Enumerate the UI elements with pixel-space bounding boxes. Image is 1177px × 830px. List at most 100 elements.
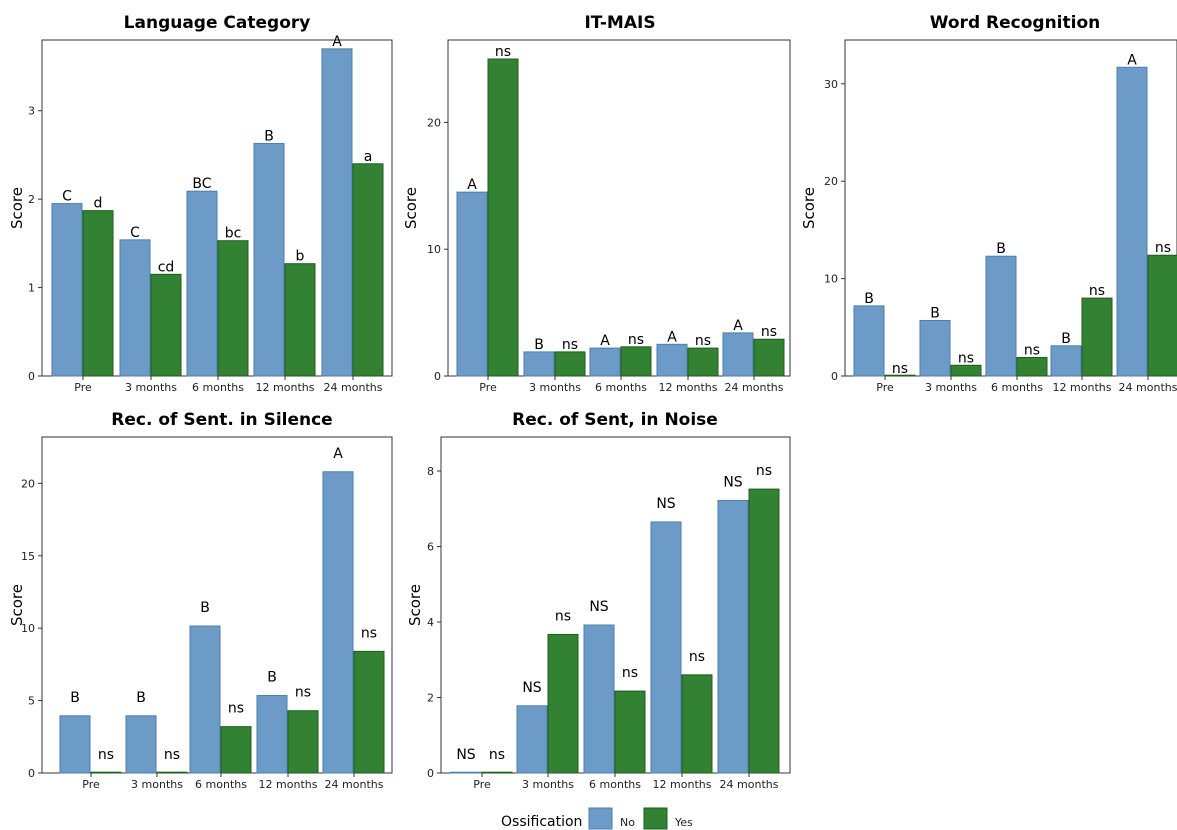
bar-yes-6-months bbox=[217, 240, 249, 377]
y-tick-label: 3 bbox=[28, 105, 35, 118]
data-label: ns bbox=[892, 361, 908, 377]
x-tick-label: Pre bbox=[74, 381, 92, 394]
x-tick-label: 3 months bbox=[131, 778, 183, 791]
data-label: B bbox=[136, 690, 146, 706]
bar-yes-6-months bbox=[220, 726, 252, 774]
bar-yes-3-months bbox=[547, 633, 579, 774]
data-label: ns bbox=[622, 665, 638, 681]
chart-panel-language-category: Language Category Score 0 1 2 3 C d Pre Ccd 3 mont… bbox=[8, 13, 393, 394]
x-tick-label: 12 months bbox=[256, 381, 315, 394]
y-tick-label: 0 bbox=[28, 767, 35, 780]
bar-yes-24-months bbox=[753, 338, 785, 377]
bar-yes-pre bbox=[90, 771, 122, 774]
y-tick-label: 10 bbox=[427, 243, 441, 256]
y-axis-label: Score bbox=[8, 187, 26, 229]
y-tick-label: 5 bbox=[28, 695, 35, 708]
data-label: ns bbox=[361, 625, 377, 641]
x-tick-label: 12 months bbox=[653, 778, 712, 791]
x-tick-label: 24 months bbox=[1119, 381, 1177, 394]
data-label: ns bbox=[756, 463, 772, 479]
chart-title: Language Category bbox=[124, 13, 311, 33]
bar-yes-3-months bbox=[554, 351, 586, 377]
data-label: ns bbox=[689, 649, 705, 665]
bar-no-12-months bbox=[656, 343, 688, 377]
bar-no-3-months bbox=[516, 705, 548, 774]
x-tick-label: 12 months bbox=[1053, 381, 1112, 394]
data-label: NS bbox=[589, 599, 608, 615]
chart-title: Word Recognition bbox=[930, 13, 1101, 33]
data-label: ns bbox=[958, 350, 974, 366]
bar-no-pre bbox=[456, 191, 488, 377]
x-tick-label: 3 months bbox=[529, 381, 581, 394]
bar-yes-pre bbox=[487, 58, 519, 377]
data-label: ns bbox=[628, 332, 644, 348]
y-tick-label: 4 bbox=[427, 616, 434, 629]
data-label: ns bbox=[495, 44, 511, 60]
bar-no-12-months bbox=[253, 142, 285, 377]
y-tick-label: 6 bbox=[427, 540, 434, 553]
data-label: B bbox=[1061, 331, 1071, 347]
bar-yes-12-months bbox=[681, 674, 713, 774]
legend-label-yes: Yes bbox=[674, 816, 693, 829]
data-label: ns bbox=[761, 324, 777, 340]
chart-title: Rec. of Sent. in Silence bbox=[111, 410, 332, 430]
y-tick-label: 30 bbox=[824, 78, 838, 91]
y-tick-label: 2 bbox=[427, 691, 434, 704]
bar-no-6-months bbox=[985, 255, 1017, 377]
data-label: ns bbox=[1089, 283, 1105, 299]
bar-no-12-months bbox=[1050, 345, 1082, 377]
legend: Ossification No Yes bbox=[501, 807, 693, 830]
data-label: C bbox=[130, 225, 140, 241]
y-tick-label: 15 bbox=[21, 550, 35, 563]
x-tick-label: 24 months bbox=[720, 778, 779, 791]
bar-yes-12-months bbox=[284, 263, 316, 377]
data-label: C bbox=[62, 189, 72, 205]
legend-label-no: No bbox=[620, 816, 635, 829]
data-label: A bbox=[332, 34, 342, 50]
bar-yes-3-months bbox=[150, 273, 182, 377]
chart-title: Rec. of Sent, in Noise bbox=[512, 410, 718, 430]
bar-no-6-months bbox=[589, 347, 621, 377]
data-label: BC bbox=[192, 176, 211, 192]
y-tick-label: 20 bbox=[824, 175, 838, 188]
bar-yes-3-months bbox=[950, 364, 982, 377]
data-label: ns bbox=[295, 685, 311, 701]
data-label: B bbox=[930, 305, 940, 321]
y-tick-label: 8 bbox=[427, 465, 434, 478]
data-label: a bbox=[364, 149, 373, 165]
y-axis-label: Score bbox=[406, 584, 424, 626]
x-tick-label: Pre bbox=[876, 381, 894, 394]
x-tick-label: 3 months bbox=[125, 381, 177, 394]
bar-yes-24-months bbox=[352, 163, 384, 377]
bar-no-24-months bbox=[321, 48, 353, 377]
y-tick-label: 20 bbox=[427, 116, 441, 129]
bar-no-3-months bbox=[919, 319, 951, 377]
x-tick-label: 6 months bbox=[589, 778, 641, 791]
data-label: A bbox=[667, 329, 677, 345]
chart-panel-it-mais: IT-MAIS Score 0 10 20 Ans Pre B ns 3 months A ns 6 m… bbox=[402, 13, 791, 394]
y-tick-label: 1 bbox=[28, 282, 35, 295]
chart-panel-rec-of-sent-in-noise: Rec. of Sent, in Noise Score 0 2 4 6 8 NS ns Pre N… bbox=[406, 410, 791, 791]
bar-yes-pre bbox=[82, 210, 114, 377]
data-label: B bbox=[200, 600, 210, 616]
bar-yes-pre bbox=[481, 771, 513, 774]
x-tick-label: 6 months bbox=[595, 381, 647, 394]
y-tick-label: 0 bbox=[427, 767, 434, 780]
x-tick-label: Pre bbox=[479, 381, 497, 394]
bar-yes-24-months bbox=[353, 650, 385, 774]
chart-title: IT-MAIS bbox=[584, 13, 655, 33]
bar-yes-12-months bbox=[287, 710, 319, 774]
legend-title: Ossification bbox=[501, 814, 582, 830]
bar-yes-6-months bbox=[614, 690, 646, 774]
data-label: b bbox=[296, 249, 305, 265]
data-label: B bbox=[267, 670, 277, 686]
y-tick-label: 10 bbox=[21, 622, 35, 635]
data-label: NS bbox=[522, 680, 541, 696]
x-tick-label: 24 months bbox=[325, 778, 384, 791]
bar-no-6-months bbox=[583, 624, 615, 774]
data-label: B bbox=[70, 690, 80, 706]
bar-yes-12-months bbox=[687, 347, 719, 377]
bar-yes-12-months bbox=[1081, 297, 1113, 377]
y-axis-label: Score bbox=[800, 187, 818, 229]
